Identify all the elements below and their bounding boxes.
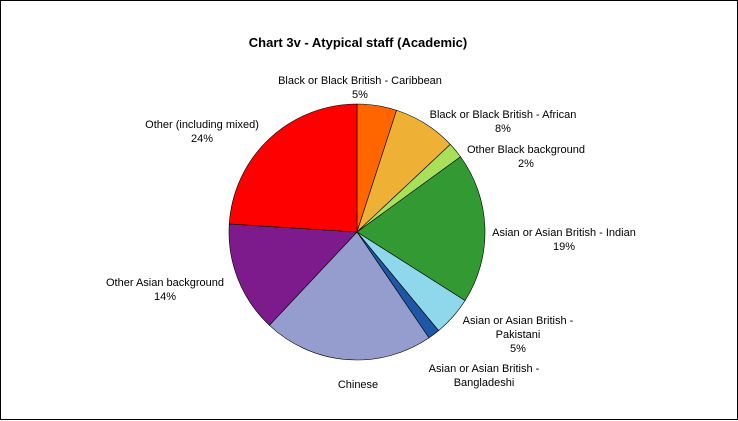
chart-title: Chart 3v - Atypical staff (Academic) (249, 35, 467, 50)
label-chinese: Chinese (338, 379, 378, 391)
pct-african: 8% (495, 123, 511, 135)
pie-labels: Black or Black British - Caribbean 5% Bl… (106, 75, 636, 391)
pie-slice-other-including-mixed (228, 103, 358, 233)
label-indian: Asian or Asian British - Indian (492, 227, 636, 239)
label-bangladeshi-line1: Asian or Asian British - (429, 363, 540, 375)
label-pakistani-line1: Asian or Asian British - (463, 315, 574, 327)
label-african: Black or Black British - African (430, 109, 577, 121)
pct-other-asian: 14% (154, 291, 176, 303)
pct-other-mixed: 24% (191, 133, 213, 145)
pct-pakistani: 5% (510, 343, 526, 355)
pie-slice-asian-or-asian-british-indian (356, 156, 486, 302)
label-caribbean: Black or Black British - Caribbean (278, 75, 442, 87)
label-other-black: Other Black background (467, 144, 585, 156)
pie-slice-chinese (268, 231, 430, 361)
pct-other-black: 2% (518, 158, 534, 170)
pct-indian: 19% (553, 241, 575, 253)
label-other-mixed: Other (including mixed) (145, 119, 259, 131)
label-pakistani-line2: Pakistani (496, 329, 541, 341)
pie-slices (228, 103, 486, 361)
label-other-asian: Other Asian background (106, 277, 224, 289)
label-bangladeshi-line2: Bangladeshi (454, 377, 515, 389)
pie-slice-other-asian-background (228, 223, 358, 326)
pct-caribbean: 5% (352, 89, 368, 101)
